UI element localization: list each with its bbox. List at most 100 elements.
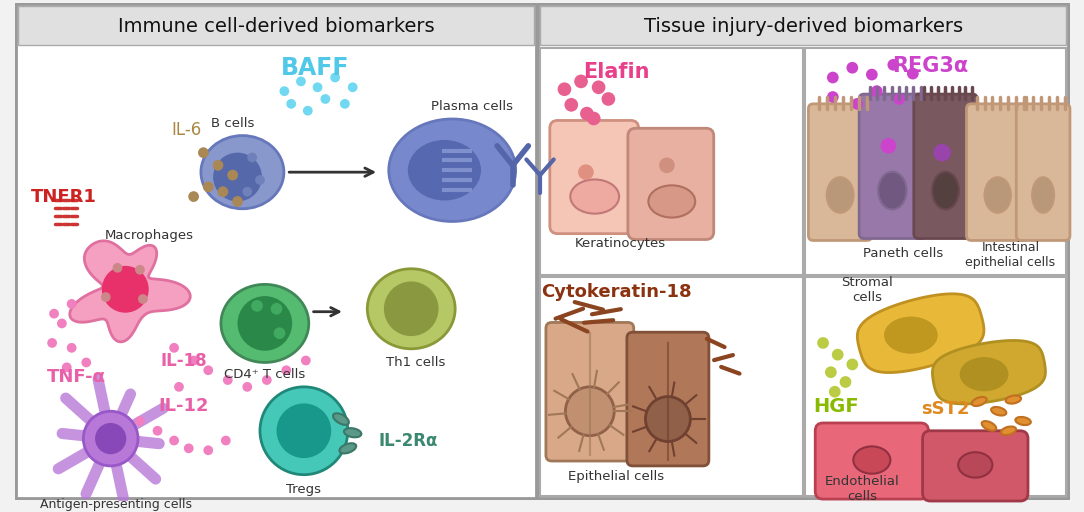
Circle shape bbox=[580, 107, 594, 120]
Circle shape bbox=[866, 69, 878, 80]
Circle shape bbox=[645, 397, 691, 441]
Text: CD4⁺ T cells: CD4⁺ T cells bbox=[224, 368, 306, 380]
Bar bbox=[540, 276, 802, 496]
Ellipse shape bbox=[389, 119, 516, 222]
Circle shape bbox=[49, 309, 59, 318]
Ellipse shape bbox=[648, 185, 695, 218]
Circle shape bbox=[586, 112, 601, 125]
Ellipse shape bbox=[344, 428, 361, 437]
Polygon shape bbox=[932, 340, 1045, 404]
Circle shape bbox=[81, 357, 91, 367]
Bar bbox=[540, 48, 802, 274]
Circle shape bbox=[575, 75, 588, 88]
Circle shape bbox=[169, 343, 179, 353]
Bar bbox=[804, 48, 1066, 274]
Circle shape bbox=[153, 426, 163, 436]
Circle shape bbox=[312, 82, 322, 92]
Circle shape bbox=[214, 153, 262, 201]
Text: B cells: B cells bbox=[211, 117, 255, 130]
Ellipse shape bbox=[982, 421, 996, 431]
Circle shape bbox=[221, 436, 231, 445]
FancyBboxPatch shape bbox=[627, 332, 709, 466]
Circle shape bbox=[847, 62, 859, 74]
Circle shape bbox=[237, 296, 293, 351]
Circle shape bbox=[880, 138, 896, 154]
Circle shape bbox=[203, 181, 214, 192]
Circle shape bbox=[659, 158, 674, 173]
Text: Tissue injury-derived biomarkers: Tissue injury-derived biomarkers bbox=[644, 17, 963, 36]
Text: TNF-α: TNF-α bbox=[47, 368, 106, 386]
Text: Intestinal
epithelial cells: Intestinal epithelial cells bbox=[966, 241, 1056, 269]
Ellipse shape bbox=[333, 413, 349, 425]
Circle shape bbox=[232, 196, 243, 207]
Circle shape bbox=[223, 375, 233, 385]
Text: IL-2Rα: IL-2Rα bbox=[378, 432, 438, 450]
Text: Tregs: Tregs bbox=[286, 483, 321, 496]
Circle shape bbox=[113, 263, 122, 273]
Text: BAFF: BAFF bbox=[282, 56, 350, 80]
Text: REG3α: REG3α bbox=[892, 56, 968, 76]
Circle shape bbox=[847, 358, 859, 370]
Circle shape bbox=[280, 87, 289, 96]
Text: Keratinocytes: Keratinocytes bbox=[575, 237, 666, 250]
Ellipse shape bbox=[1006, 395, 1021, 403]
Bar bbox=[16, 4, 537, 498]
Circle shape bbox=[204, 366, 214, 375]
Circle shape bbox=[829, 386, 840, 398]
Circle shape bbox=[255, 175, 264, 185]
Circle shape bbox=[348, 82, 358, 92]
Circle shape bbox=[566, 387, 615, 436]
Ellipse shape bbox=[367, 269, 455, 349]
Ellipse shape bbox=[984, 177, 1011, 213]
Circle shape bbox=[247, 153, 257, 162]
Circle shape bbox=[893, 93, 905, 105]
Circle shape bbox=[136, 265, 145, 274]
Circle shape bbox=[218, 186, 229, 197]
Ellipse shape bbox=[932, 172, 959, 209]
Circle shape bbox=[888, 59, 899, 71]
Circle shape bbox=[83, 411, 138, 466]
Ellipse shape bbox=[1001, 426, 1016, 435]
Circle shape bbox=[67, 299, 77, 309]
Text: TNFR1: TNFR1 bbox=[30, 187, 96, 205]
Circle shape bbox=[817, 337, 829, 349]
Circle shape bbox=[169, 436, 179, 445]
Circle shape bbox=[340, 99, 350, 109]
Bar bbox=[538, 4, 1068, 498]
Circle shape bbox=[851, 98, 863, 110]
Circle shape bbox=[204, 445, 214, 455]
Bar bbox=[540, 6, 1066, 45]
Circle shape bbox=[95, 423, 126, 454]
FancyBboxPatch shape bbox=[546, 323, 634, 461]
Circle shape bbox=[271, 303, 283, 315]
Ellipse shape bbox=[221, 284, 309, 362]
Polygon shape bbox=[857, 294, 984, 373]
FancyBboxPatch shape bbox=[815, 423, 928, 499]
Circle shape bbox=[175, 382, 184, 392]
Text: HGF: HGF bbox=[813, 397, 859, 416]
Circle shape bbox=[189, 191, 199, 202]
Circle shape bbox=[331, 73, 340, 82]
Ellipse shape bbox=[959, 357, 1008, 391]
Circle shape bbox=[57, 318, 67, 328]
Text: Elafin: Elafin bbox=[583, 61, 649, 81]
Circle shape bbox=[260, 387, 348, 475]
Polygon shape bbox=[69, 241, 190, 342]
Ellipse shape bbox=[853, 446, 890, 474]
Circle shape bbox=[302, 106, 312, 116]
FancyBboxPatch shape bbox=[967, 104, 1029, 241]
Circle shape bbox=[101, 292, 111, 302]
Text: Immune cell-derived biomarkers: Immune cell-derived biomarkers bbox=[118, 17, 435, 36]
Bar bbox=[804, 276, 1066, 496]
Text: Stromal
cells: Stromal cells bbox=[841, 276, 893, 304]
Circle shape bbox=[262, 375, 272, 385]
Circle shape bbox=[825, 367, 837, 378]
Circle shape bbox=[62, 362, 72, 372]
Circle shape bbox=[384, 282, 439, 336]
Circle shape bbox=[243, 382, 253, 392]
Circle shape bbox=[273, 327, 285, 339]
FancyBboxPatch shape bbox=[860, 94, 926, 239]
Circle shape bbox=[276, 403, 332, 458]
FancyBboxPatch shape bbox=[809, 104, 872, 241]
Circle shape bbox=[840, 376, 851, 388]
